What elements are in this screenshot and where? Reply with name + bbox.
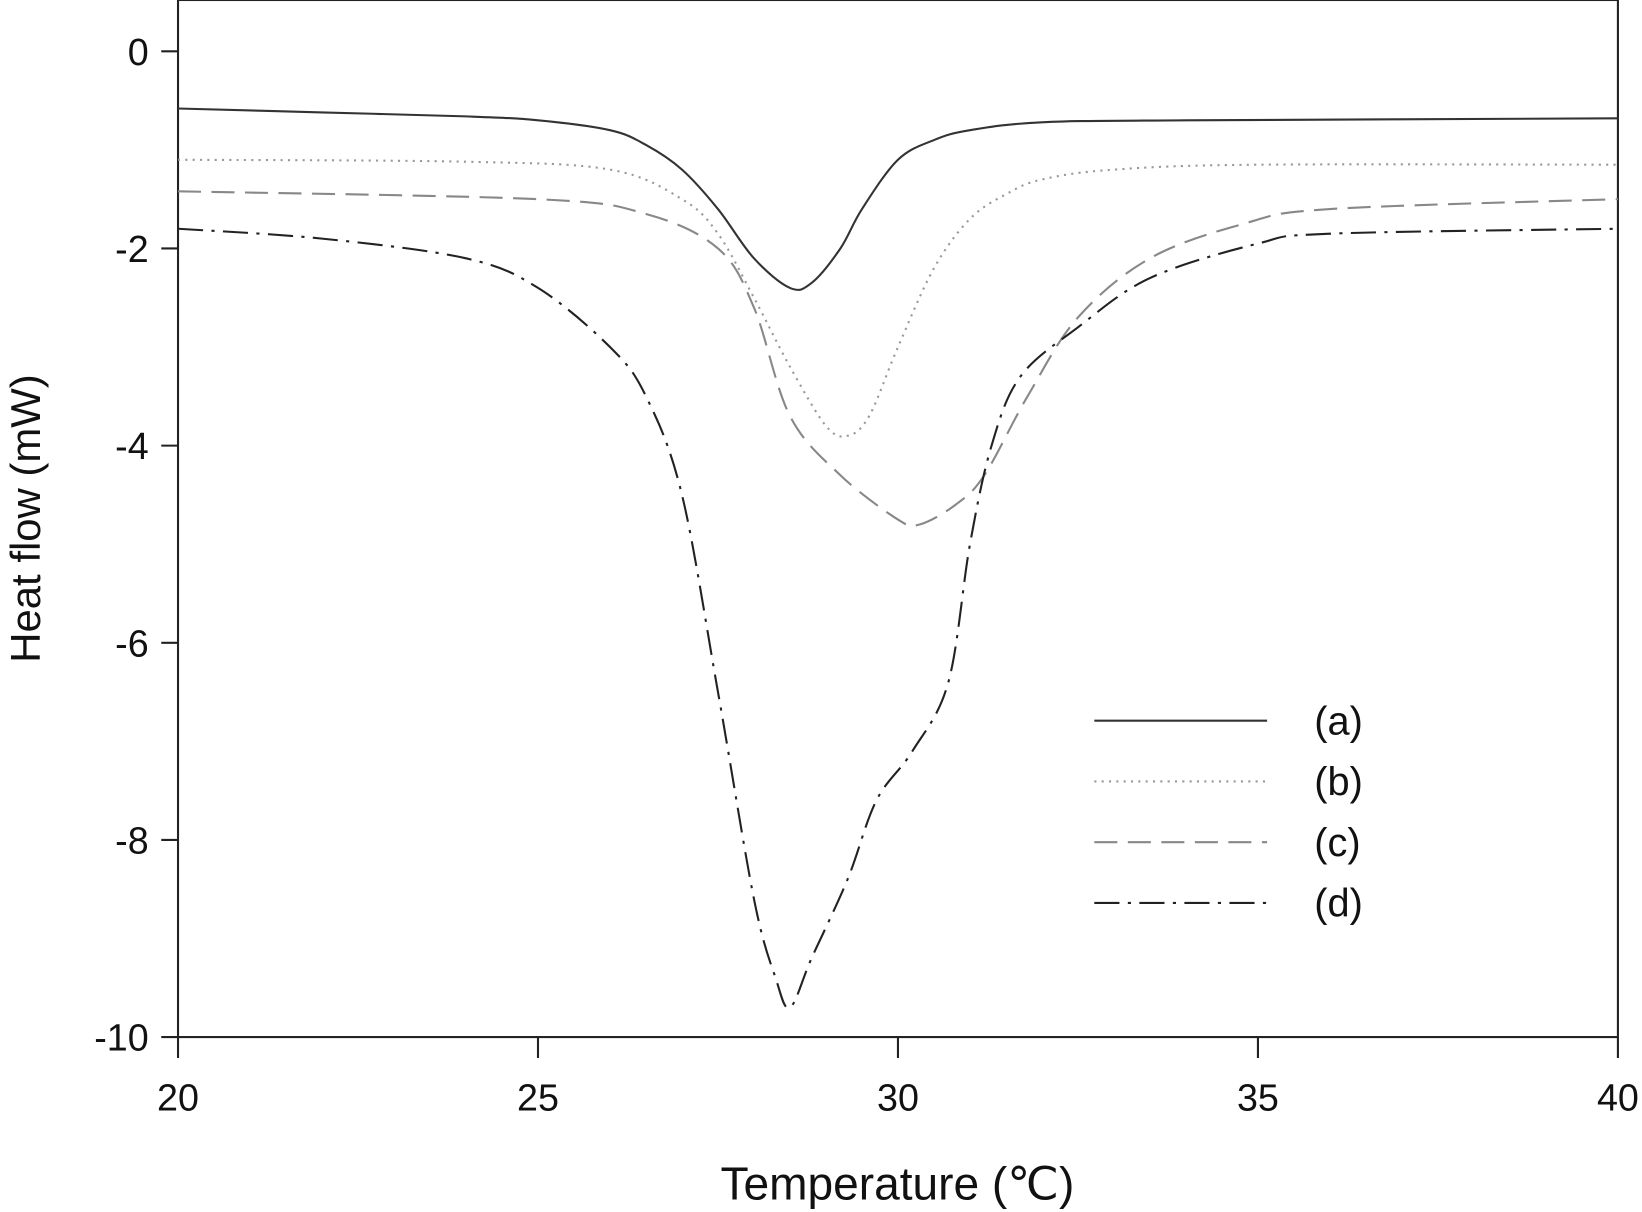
x-tick-label: 35	[1237, 1076, 1279, 1118]
y-tick-label: -4	[115, 425, 149, 467]
x-tick-label: 20	[157, 1076, 199, 1118]
series-layer	[177, 107, 1618, 1009]
x-tick-label: 40	[1597, 1076, 1639, 1118]
legend-label: (b)	[1314, 760, 1363, 804]
x-tick-label: 25	[517, 1076, 559, 1118]
x-tick-label: 30	[877, 1076, 919, 1118]
series-line-2	[178, 190, 1618, 528]
legend-label: (c)	[1314, 821, 1360, 865]
legend: (a) (b) (c) (d)	[1094, 699, 1363, 926]
series-line-0	[177, 107, 1618, 291]
series-line-3	[177, 227, 1618, 1009]
plot-area	[176, 0, 1619, 1039]
y-tick-label: -2	[115, 228, 149, 270]
y-tick-label: -10	[94, 1017, 148, 1059]
legend-label: (d)	[1314, 882, 1363, 926]
y-tick-label: 0	[128, 31, 149, 73]
x-axis-label: Temperature (℃)	[721, 1157, 1075, 1209]
x-axis: 20 25 30 35 40	[157, 1037, 1639, 1118]
y-tick-label: -6	[115, 622, 149, 664]
legend-label: (a)	[1314, 699, 1363, 743]
y-tick-label: -8	[115, 820, 149, 862]
series-line-1	[178, 158, 1618, 438]
y-axis: 0 -2 -4 -6 -8 -10	[94, 31, 179, 1059]
y-axis-label: Heat flow (mW)	[2, 374, 49, 663]
